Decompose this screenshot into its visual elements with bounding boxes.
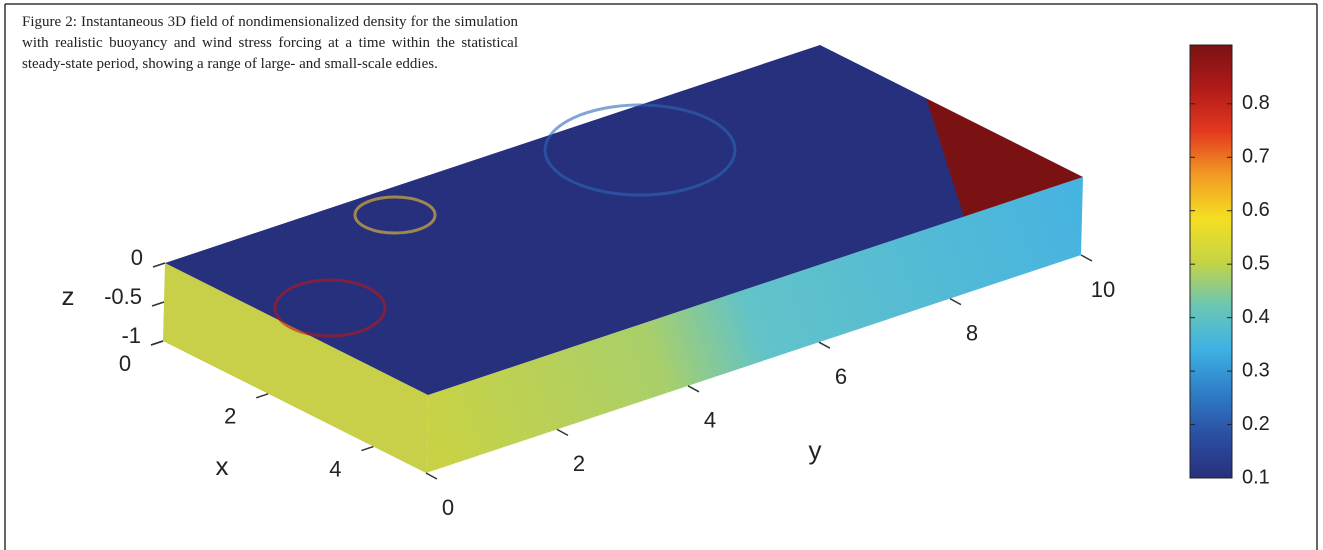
- y-tick: [819, 342, 830, 348]
- x-tick-label: 4: [329, 456, 341, 481]
- y-tick: [1081, 255, 1092, 261]
- y-tick-label: 8: [966, 320, 978, 345]
- colorbar-tick-label: 0.4: [1242, 306, 1270, 328]
- x-tick-label: 2: [224, 404, 236, 429]
- colorbar-tick-label: 0.7: [1242, 146, 1270, 168]
- z-tick: [152, 302, 164, 306]
- z-tick-label: -1: [121, 323, 141, 348]
- y-tick: [688, 386, 699, 392]
- y-axis-label: y: [809, 435, 822, 465]
- y-tick-label: 4: [704, 408, 716, 433]
- y-tick: [426, 473, 437, 479]
- x-tick: [361, 447, 373, 451]
- y-tick: [557, 429, 568, 435]
- colorbar-tick-label: 0.1: [1242, 466, 1270, 488]
- x-tick-label: 0: [119, 351, 131, 376]
- z-tick: [153, 263, 165, 267]
- y-tick-label: 6: [835, 364, 847, 389]
- figure: Figure 2: Instantaneous 3D field of nond…: [0, 0, 1323, 550]
- x-axis-label: x: [216, 451, 229, 481]
- y-tick: [950, 299, 961, 305]
- z-tick: [151, 341, 163, 345]
- y-tick-label: 0: [442, 495, 454, 520]
- y-tick-label: 10: [1091, 277, 1115, 302]
- caption: Figure 2: Instantaneous 3D field of nond…: [22, 12, 518, 75]
- colorbar: [1190, 45, 1232, 478]
- colorbar-tick-label: 0.6: [1242, 199, 1270, 221]
- z-axis-label: z: [62, 281, 75, 311]
- z-tick-label: 0: [131, 245, 143, 270]
- colorbar-tick-label: 0.3: [1242, 359, 1270, 381]
- colorbar-tick-label: 0.8: [1242, 92, 1270, 114]
- chart: 0 2 4 0 2 4 6 8 10 0 -0.5 -1 x y z 0.1 0.2 0.3 0.4 0.5 0.6 0.…: [0, 0, 1323, 550]
- y-tick-label: 2: [573, 451, 585, 476]
- z-tick-label: -0.5: [104, 284, 142, 309]
- colorbar-tick-label: 0.5: [1242, 252, 1270, 274]
- colorbar-tick-label: 0.2: [1242, 413, 1270, 435]
- x-tick: [256, 394, 268, 398]
